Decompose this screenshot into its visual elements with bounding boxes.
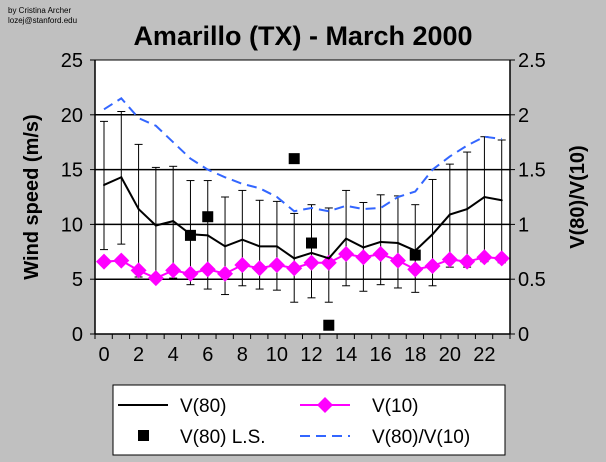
x-tick-label: 18 — [404, 344, 426, 366]
x-tick-label: 12 — [300, 344, 322, 366]
v10-diamond — [217, 265, 234, 282]
y-tick-label: 15 — [61, 160, 83, 182]
v80-point — [483, 196, 486, 198]
v10-diamond — [182, 265, 199, 282]
legend-v10-label: V(10) — [372, 396, 418, 417]
v10-diamond — [130, 262, 147, 279]
legend-ratio-label: V(80)/V(10) — [372, 427, 470, 448]
v10-diamond — [493, 250, 510, 267]
v80-point — [293, 257, 296, 260]
v10-diamond — [407, 261, 424, 278]
v80-ls-square — [409, 249, 421, 261]
v80-ls-square — [306, 237, 317, 249]
v80-point — [241, 238, 244, 241]
x-tick-label: 14 — [335, 344, 357, 366]
y2-tick-label: 0 — [518, 324, 529, 346]
legend-ls-label: V(80) L.S. — [180, 427, 266, 448]
v80-line — [103, 175, 502, 260]
v80-point — [396, 242, 399, 245]
v10-diamond — [355, 249, 372, 266]
v80-point — [224, 245, 227, 248]
v10-diamond — [96, 253, 112, 270]
x-tick-label: 6 — [202, 344, 213, 366]
v80-ls-square — [184, 229, 196, 241]
v80-point — [275, 245, 278, 248]
v80-point — [500, 199, 503, 202]
v10-diamond — [251, 260, 268, 277]
x-tick-label: 4 — [168, 344, 179, 366]
v80-ls-square — [323, 319, 335, 331]
v80-point — [310, 251, 313, 254]
v10-diamond — [424, 258, 441, 275]
v80-point — [258, 245, 261, 248]
v80-point — [448, 213, 451, 216]
y-axis-label: Wind speed (m/s) — [21, 114, 43, 279]
x-tick-label: 0 — [98, 344, 109, 366]
v10-diamond — [268, 256, 285, 273]
v10-diamond — [372, 245, 389, 262]
ratio-line — [103, 97, 502, 213]
v10-diamond — [338, 245, 355, 262]
plot-area — [95, 60, 510, 334]
y2-tick-label: 0.5 — [518, 269, 546, 291]
y2-tick-label: 2.5 — [518, 50, 546, 72]
y2-axis-label: V(80)/V(10) — [567, 145, 589, 248]
y2-tick-label: 1 — [518, 214, 529, 236]
v80-point — [466, 208, 469, 211]
y-tick-label: 5 — [72, 269, 83, 291]
legend-v10-diamond — [317, 397, 333, 413]
v10-diamond — [165, 262, 182, 279]
v80-point — [120, 176, 123, 179]
v80-point — [154, 224, 157, 227]
legend-box — [112, 384, 506, 456]
y-tick-label: 25 — [61, 50, 83, 72]
y-tick-label: 10 — [61, 214, 83, 236]
v80-ls-square — [288, 153, 300, 165]
v10-diamond — [199, 261, 216, 278]
v10-diamond — [286, 260, 303, 277]
credit-line1: by Cristina Archer — [8, 6, 71, 15]
x-tick-label: 10 — [266, 344, 288, 366]
v10-diamond — [441, 251, 458, 268]
x-tick-label: 16 — [370, 344, 392, 366]
v80-point — [345, 237, 348, 240]
x-tick-label: 2 — [133, 344, 144, 366]
legend-ls-square — [138, 430, 149, 441]
y-tick-label: 0 — [72, 324, 83, 346]
v10-diamond — [389, 252, 406, 269]
x-tick-label: 8 — [237, 344, 248, 366]
y2-tick-label: 2 — [518, 105, 529, 127]
v80-point — [137, 208, 140, 211]
x-tick-label: 22 — [473, 344, 495, 366]
y-tick-label: 20 — [61, 105, 83, 127]
v80-point — [327, 257, 330, 260]
v80-ls-square — [202, 211, 214, 223]
v10-diamond — [234, 256, 251, 273]
v10-diamond — [320, 254, 337, 271]
v80-point — [379, 240, 382, 243]
v10-diamond — [303, 254, 320, 271]
v80-point — [431, 233, 434, 236]
v10-diamond — [476, 249, 493, 266]
v10-diamond — [459, 253, 476, 270]
v10-diamond — [147, 270, 164, 287]
y2-tick-label: 1.5 — [518, 160, 546, 182]
v10-diamond — [113, 252, 130, 269]
x-tick-label: 20 — [439, 344, 461, 366]
v80-point — [103, 183, 105, 186]
legend: V(80) V(10) V(80) L.S. V(80)/V(10) — [112, 384, 506, 456]
v80-point — [206, 234, 209, 237]
v80-point — [362, 246, 365, 249]
credit-line2: lozej@stanford.edu — [8, 16, 77, 25]
legend-v80-label: V(80) — [180, 396, 226, 417]
v80-point — [172, 220, 175, 223]
chart-title: Amarillo (TX) - March 2000 — [133, 21, 472, 51]
